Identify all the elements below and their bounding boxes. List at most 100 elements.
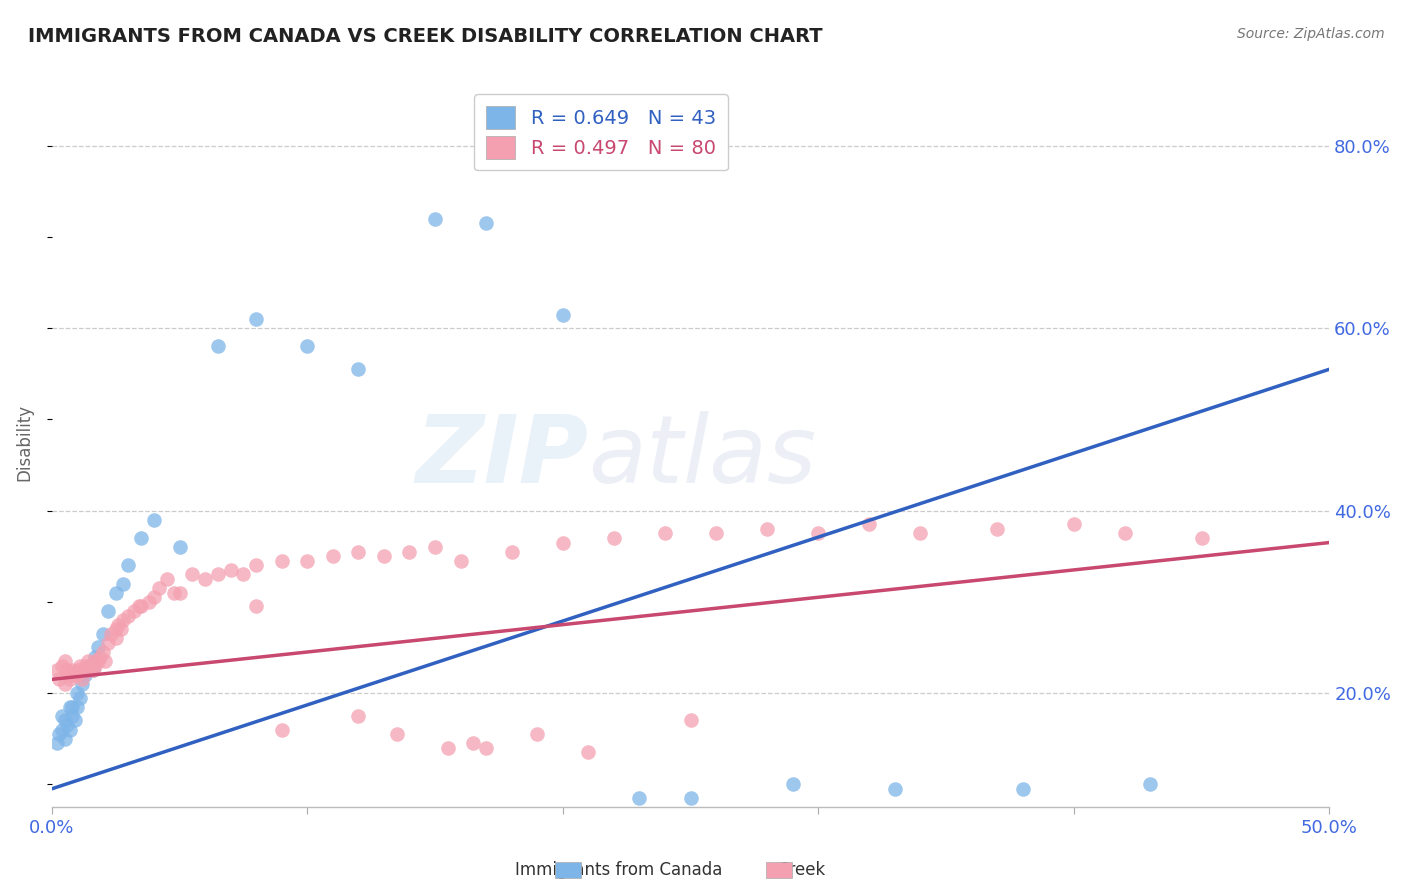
Point [79, 663, 101, 677]
Text: Immigrants from Canada: Immigrants from Canada [515, 861, 723, 879]
Point [628, 791, 651, 805]
Point [129, 599, 152, 614]
Point [704, 526, 727, 541]
Point [551, 308, 574, 322]
Point [270, 723, 292, 737]
Point [84, 658, 107, 673]
Point [347, 362, 370, 376]
Point [60, 709, 83, 723]
Point [97, 636, 120, 650]
Point [373, 549, 395, 564]
Point [73, 668, 96, 682]
Point [66, 699, 89, 714]
Point [782, 777, 804, 791]
Point [79, 658, 101, 673]
Point [53, 654, 76, 668]
Point [60, 699, 83, 714]
Point [69, 658, 91, 673]
Point [53, 731, 76, 746]
Point [82, 663, 104, 677]
Point [66, 668, 89, 682]
Point [679, 714, 702, 728]
Point [76, 663, 98, 677]
Point [79, 658, 101, 673]
Point [654, 526, 676, 541]
Point [219, 563, 242, 577]
Point [59, 668, 82, 682]
Point [138, 595, 160, 609]
Point [56, 663, 79, 677]
Point [398, 544, 420, 558]
Point [245, 558, 267, 573]
Point [526, 727, 548, 741]
Point [87, 640, 110, 655]
Point [89, 649, 111, 664]
Point [423, 211, 446, 226]
Point [603, 531, 626, 545]
Point [436, 740, 458, 755]
Point [1063, 517, 1085, 532]
Text: Source: ZipAtlas.com: Source: ZipAtlas.com [1237, 27, 1385, 41]
Point [463, 736, 485, 750]
Point [56, 718, 79, 732]
Point [122, 604, 145, 618]
Point [59, 673, 82, 687]
Point [858, 517, 880, 532]
Point [181, 567, 204, 582]
Point [84, 649, 107, 664]
Text: atlas: atlas [588, 411, 817, 502]
Point [169, 585, 191, 599]
Point [883, 781, 905, 796]
Point [756, 522, 779, 536]
Point [73, 658, 96, 673]
Text: ZIP: ZIP [415, 411, 588, 503]
Y-axis label: Disability: Disability [15, 404, 32, 481]
Point [53, 677, 76, 691]
Point [59, 723, 82, 737]
Point [163, 585, 186, 599]
Point [59, 699, 82, 714]
Point [910, 526, 932, 541]
Point [385, 727, 408, 741]
Point [679, 791, 702, 805]
Point [148, 581, 170, 595]
Point [66, 663, 89, 677]
Point [69, 690, 91, 705]
Point [551, 535, 574, 549]
Point [60, 663, 83, 677]
Point [76, 654, 98, 668]
Point [986, 522, 1008, 536]
Point [142, 513, 165, 527]
Point [51, 709, 73, 723]
Point [63, 714, 86, 728]
Point [63, 668, 86, 682]
Point [423, 540, 446, 554]
Point [100, 627, 122, 641]
Point [1191, 531, 1213, 545]
Point [129, 531, 152, 545]
Point [87, 654, 110, 668]
Text: Creek: Creek [778, 861, 825, 879]
Point [117, 608, 139, 623]
Point [347, 709, 370, 723]
Point [169, 540, 191, 554]
Point [51, 723, 73, 737]
Point [84, 654, 107, 668]
Point [82, 663, 104, 677]
Point [1011, 781, 1033, 796]
Point [51, 658, 73, 673]
Point [576, 745, 599, 759]
Point [110, 622, 132, 636]
Point [450, 554, 472, 568]
Legend: R = 0.649   N = 43, R = 0.497   N = 80: R = 0.649 N = 43, R = 0.497 N = 80 [474, 95, 728, 170]
Point [245, 599, 267, 614]
Point [807, 526, 830, 541]
Point [72, 663, 94, 677]
Point [207, 339, 229, 353]
Point [270, 554, 292, 568]
Point [112, 613, 135, 627]
Text: IMMIGRANTS FROM CANADA VS CREEK DISABILITY CORRELATION CHART: IMMIGRANTS FROM CANADA VS CREEK DISABILI… [28, 27, 823, 45]
Point [1114, 526, 1136, 541]
Point [501, 544, 523, 558]
Point [322, 549, 344, 564]
